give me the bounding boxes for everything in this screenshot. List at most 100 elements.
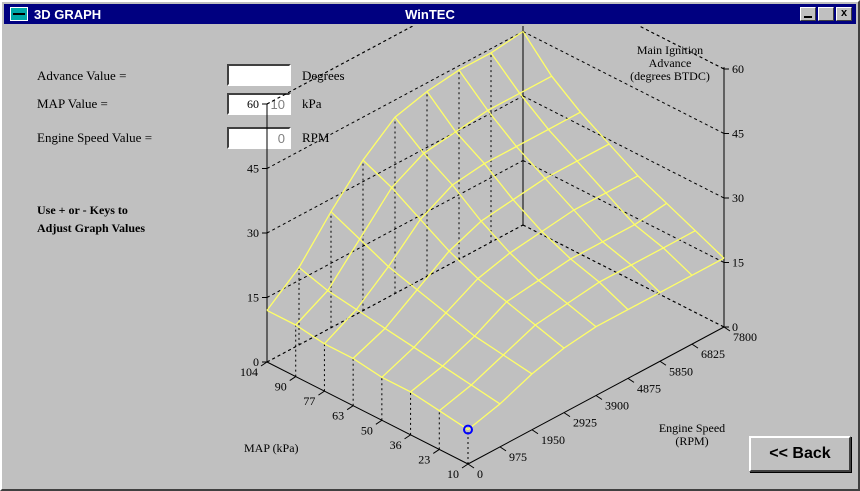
graph-panel: Advance Value = Degrees MAP Value = 10 k… (4, 26, 856, 487)
box-top-edge-left (266, 26, 414, 105)
surface-rpm-line (522, 31, 725, 259)
rpm-tick-label: 3900 (605, 399, 629, 413)
map-tick-label: 23 (418, 452, 430, 466)
rpm-tick-label: 0 (477, 467, 483, 481)
surface-rpm-line (394, 116, 597, 328)
surface-map-line (381, 175, 639, 378)
right-z-tick-label: 15 (732, 256, 744, 270)
rpm-tick (627, 377, 635, 383)
rpm-tick (563, 412, 571, 418)
close-icon: x (840, 7, 848, 19)
map-tick-label: 104 (240, 365, 258, 379)
surface-rpm-line (298, 266, 501, 405)
map-tick-label: 10 (447, 467, 459, 481)
map-tick (461, 463, 469, 469)
app-icon[interactable] (10, 7, 28, 21)
rpm-title-line: (RPM) (675, 434, 709, 448)
surface-rpm-line (362, 159, 565, 349)
surface-map-line (352, 143, 610, 359)
selected-point-cursor[interactable] (463, 424, 473, 435)
map-axis-base (266, 361, 469, 465)
surface-rpm-line (266, 309, 469, 431)
rpm-tick-label: 2925 (573, 416, 597, 430)
window-title: 3D GRAPH (34, 7, 102, 22)
minimize-button[interactable] (800, 7, 816, 21)
left-z-tick-label: 45 (247, 162, 259, 176)
map-tick-label: 36 (390, 438, 402, 452)
surface-map-line (410, 202, 667, 393)
left-z-tick-label: 0 (253, 355, 259, 369)
right-z-tick-label: 45 (732, 127, 744, 141)
z-grid-line-right (522, 95, 725, 199)
surface-rpm-line (330, 211, 533, 375)
z-grid-line-left (266, 31, 524, 169)
z-title-line: Advance (648, 56, 692, 70)
rpm-tick (691, 343, 699, 349)
rpm-tick (499, 446, 507, 452)
z-grid-line-left (266, 26, 414, 105)
surface-map-line (266, 30, 524, 311)
3d-advance-graph[interactable]: 0 15 30 45 60 0 15 30 45 60 104 90 77 63 50 36 23 10 0 975 1… (4, 26, 856, 487)
map-tick (346, 405, 354, 411)
right-z-tick-label: 30 (732, 191, 744, 205)
rpm-tick-label: 4875 (637, 381, 661, 395)
map-tick-label: 90 (275, 380, 287, 394)
map-tick-label: 63 (332, 409, 344, 423)
z-title-line: (degrees BTDC) (630, 69, 710, 83)
rpm-tick (595, 395, 603, 400)
map-tick (375, 419, 383, 425)
left-z-tick-label: 30 (247, 226, 259, 240)
close-button[interactable]: x (836, 7, 852, 21)
map-tick (318, 390, 325, 396)
left-z-tick-label: 60 (247, 97, 259, 111)
rpm-tick (531, 429, 539, 435)
z-grid-line-right (638, 26, 725, 70)
map-value-field[interactable]: 10 (227, 93, 291, 115)
left-z-tick-label: 15 (247, 291, 259, 305)
advance-value-field[interactable] (227, 64, 291, 86)
map-tick (433, 449, 440, 454)
back-button[interactable]: << Back (749, 436, 851, 472)
rpm-tick-label: 975 (509, 450, 527, 464)
z-grid-line-left (266, 95, 524, 234)
z-title-line: Main Ignition (636, 43, 704, 57)
title-bar[interactable]: 3D GRAPH WinTEC x (4, 4, 856, 24)
rpm-tick-label: 5850 (669, 364, 693, 378)
map-unit: kPa (302, 96, 322, 111)
map-tick-label: 77 (303, 394, 315, 408)
right-z-tick-label: 0 (732, 320, 738, 334)
map-value-label: MAP Value = (37, 96, 108, 111)
rpm-axis-title: Engine Speed (RPM) (652, 422, 732, 448)
map-tick (260, 361, 268, 367)
advance-unit: Degrees (302, 68, 345, 83)
z-grid-line-right (522, 224, 725, 328)
app-name: WinTEC (405, 7, 455, 22)
map-tick-label: 50 (361, 423, 373, 437)
map-axis-title: MAP (kPa) (244, 441, 299, 455)
engine-speed-field[interactable]: 0 (227, 127, 291, 149)
engine-speed-unit: RPM (302, 130, 330, 145)
key-instructions: Use + or - Keys to Adjust Graph Values (37, 201, 145, 237)
rpm-tick-label: 1950 (541, 433, 565, 447)
z-grid-line-right (522, 31, 725, 134)
z-axis-title: Main Ignition Advance (degrees BTDC) (622, 44, 718, 83)
rpm-tick (723, 326, 731, 332)
box-top-edge-right (638, 26, 725, 70)
z-grid-line-right (522, 160, 725, 263)
surface-rpm-line (426, 91, 629, 311)
rpm-tick-label: 7800 (733, 330, 757, 344)
z-grid-line-left (266, 160, 524, 298)
right-z-tick-label: 60 (732, 62, 744, 76)
surface-rpm-line (458, 69, 661, 293)
advance-value-label: Advance Value = (37, 68, 127, 83)
surface-rpm-line (490, 52, 693, 276)
rpm-tick (659, 360, 667, 366)
instruction-line: Use + or - Keys to (37, 203, 128, 217)
rpm-tick (467, 463, 475, 469)
rpm-tick-label: 6825 (701, 347, 725, 361)
engine-speed-label: Engine Speed Value = (37, 130, 153, 145)
map-tick (289, 376, 296, 381)
map-tick (404, 434, 411, 440)
maximize-button[interactable] (818, 7, 834, 21)
